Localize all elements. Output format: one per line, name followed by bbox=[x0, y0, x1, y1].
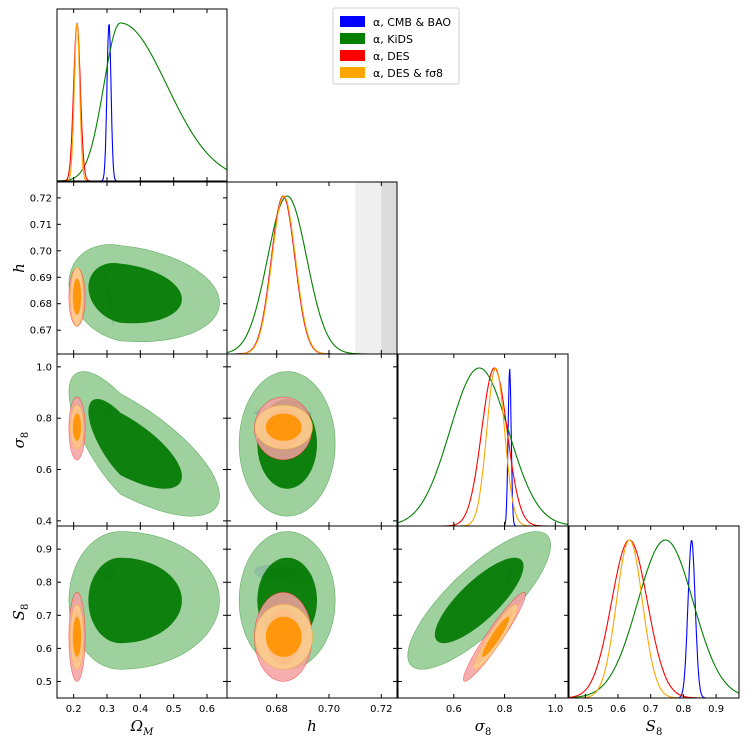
panel-h-marginal bbox=[226, 181, 398, 355]
legend-item-cmb-bao: α, CMB & BAO bbox=[340, 16, 451, 29]
contour-68-des-f-8 bbox=[265, 616, 302, 657]
panel-Omega_M-vs-sigma_8: 0.4 0.6 0.8 1.0 bbox=[36, 353, 228, 527]
y-tick-label: 0.72 bbox=[30, 193, 52, 204]
y-tick-label: 0.67 bbox=[30, 326, 52, 337]
marginal-curve-des bbox=[398, 367, 568, 526]
marginal-curve-des-f-8 bbox=[227, 195, 397, 354]
x-tick-label: 0.4 bbox=[132, 704, 148, 715]
x-tick-label: 0.72 bbox=[370, 704, 392, 715]
prior-band-light bbox=[355, 182, 382, 354]
panel-S_8-marginal: 0.5 0.6 0.7 0.8 0.9 bbox=[568, 525, 740, 715]
panel-Omega_M-vs-S_8: 0.2 0.3 0.4 0.5 0.6 0.5 0.6 0.7 0.8 0.9 bbox=[36, 525, 228, 715]
legend-label: α, CMB & BAO bbox=[373, 16, 451, 29]
x-tick-label: 0.70 bbox=[318, 704, 340, 715]
panel-sigma_8-marginal bbox=[397, 353, 569, 527]
marginal-curve-kids bbox=[227, 195, 397, 354]
y-tick-label: 0.5 bbox=[36, 677, 52, 688]
x-tick-label: 0.68 bbox=[266, 704, 288, 715]
legend-swatch bbox=[340, 33, 365, 44]
marginal-curve-des-f-8 bbox=[569, 539, 739, 698]
legend: α, CMB & BAO α, KiDS α, DES α, DES & fσ8 bbox=[332, 7, 460, 85]
legend-swatch bbox=[340, 67, 365, 78]
legend-swatch bbox=[340, 16, 365, 27]
panel-frame bbox=[397, 525, 569, 699]
legend-item-des-f-8: α, DES & fσ8 bbox=[340, 67, 443, 80]
y-axis-label-sigma_8: σ8 bbox=[10, 432, 31, 449]
y-tick-label: 0.68 bbox=[30, 299, 52, 310]
panel-Omega_M-marginal bbox=[56, 8, 228, 182]
svg-text:S8: S8 bbox=[10, 604, 31, 621]
contour-68-des-f-8 bbox=[72, 278, 82, 315]
marginal-curve-des-f-8 bbox=[57, 22, 227, 181]
x-tick-label: 0.8 bbox=[497, 704, 513, 715]
x-tick-label: 0.7 bbox=[643, 704, 659, 715]
panel-Omega_M-vs-h: 0.67 0.68 0.69 0.70 0.71 0.72 bbox=[30, 181, 228, 355]
y-tick-label: 1.0 bbox=[36, 362, 52, 373]
x-tick-label: 0.6 bbox=[199, 704, 215, 715]
marginal-curve-des bbox=[569, 539, 739, 698]
marginal-curve-cmb-bao bbox=[398, 368, 568, 526]
contour-68-des-f-8 bbox=[72, 616, 82, 657]
legend-label: α, DES bbox=[373, 50, 410, 63]
legend-label: α, KiDS bbox=[373, 33, 413, 46]
contour-68-des-f-8 bbox=[72, 413, 82, 441]
x-tick-label: 1.0 bbox=[547, 704, 563, 715]
x-tick-label: 0.2 bbox=[66, 704, 82, 715]
panel-frame bbox=[56, 8, 228, 182]
y-tick-label: 0.70 bbox=[30, 246, 52, 257]
x-tick-label: 0.3 bbox=[99, 704, 115, 715]
x-axis-label-Omega_M: ΩM bbox=[130, 717, 154, 738]
marginal-curve-des-f-8 bbox=[398, 367, 568, 526]
y-tick-label: 0.6 bbox=[36, 644, 52, 655]
x-tick-label: 0.5 bbox=[166, 704, 182, 715]
y-tick-label: 0.7 bbox=[36, 611, 52, 622]
y-tick-label: 0.6 bbox=[36, 465, 52, 476]
marginal-curve-kids bbox=[57, 22, 227, 181]
contour-68-kids bbox=[434, 557, 524, 644]
panel-sigma_8-vs-S_8: 0.6 0.8 1.0 bbox=[397, 525, 569, 715]
x-tick-label: 0.6 bbox=[610, 704, 626, 715]
panel-frame bbox=[226, 525, 398, 699]
y-axis-label-h: h bbox=[10, 263, 28, 273]
y-tick-label: 0.9 bbox=[36, 545, 52, 556]
x-tick-label: 0.9 bbox=[708, 704, 724, 715]
legend-swatch bbox=[340, 50, 365, 61]
x-axis-label-h: h bbox=[307, 717, 317, 735]
x-axis-label-sigma_8: σ8 bbox=[475, 717, 492, 738]
x-tick-label: 0.5 bbox=[577, 704, 593, 715]
y-tick-label: 0.8 bbox=[36, 578, 52, 589]
contour-68-kids bbox=[88, 557, 182, 644]
contour-68-kids bbox=[88, 263, 182, 324]
panel-h-vs-sigma_8 bbox=[226, 353, 398, 527]
prior-band-dark bbox=[381, 182, 397, 354]
x-tick-label: 0.8 bbox=[675, 704, 691, 715]
legend-label: α, DES & fσ8 bbox=[373, 67, 443, 80]
y-tick-label: 0.8 bbox=[36, 414, 52, 425]
marginal-curve-kids bbox=[398, 367, 568, 526]
svg-text:S8: S8 bbox=[646, 717, 663, 738]
svg-text:σ8: σ8 bbox=[10, 432, 31, 449]
legend-item-des: α, DES bbox=[340, 50, 410, 63]
panel-h-vs-S_8: 0.68 0.70 0.72 bbox=[226, 525, 398, 715]
svg-text:h: h bbox=[307, 717, 317, 735]
y-tick-label: 0.4 bbox=[36, 516, 52, 527]
contour-68-des-f-8 bbox=[265, 413, 302, 441]
y-axis-label-S_8: S8 bbox=[10, 604, 31, 621]
panels-layer: 0.670.680.690.700.710.720.40.60.81.00.2 0… bbox=[10, 8, 740, 738]
svg-text:σ8: σ8 bbox=[475, 717, 492, 738]
legend-item-kids: α, KiDS bbox=[340, 33, 413, 46]
contour-68-kids bbox=[88, 399, 182, 489]
y-tick-label: 0.69 bbox=[30, 273, 52, 284]
x-axis-label-S_8: S8 bbox=[646, 717, 663, 738]
marginal-curve-des bbox=[57, 22, 227, 181]
panel-frame bbox=[568, 525, 740, 699]
y-tick-label: 0.71 bbox=[30, 220, 52, 231]
svg-text:ΩM: ΩM bbox=[130, 717, 154, 738]
x-tick-label: 0.6 bbox=[446, 704, 462, 715]
svg-text:h: h bbox=[10, 263, 28, 273]
contour-68-des-f-8 bbox=[482, 616, 510, 657]
